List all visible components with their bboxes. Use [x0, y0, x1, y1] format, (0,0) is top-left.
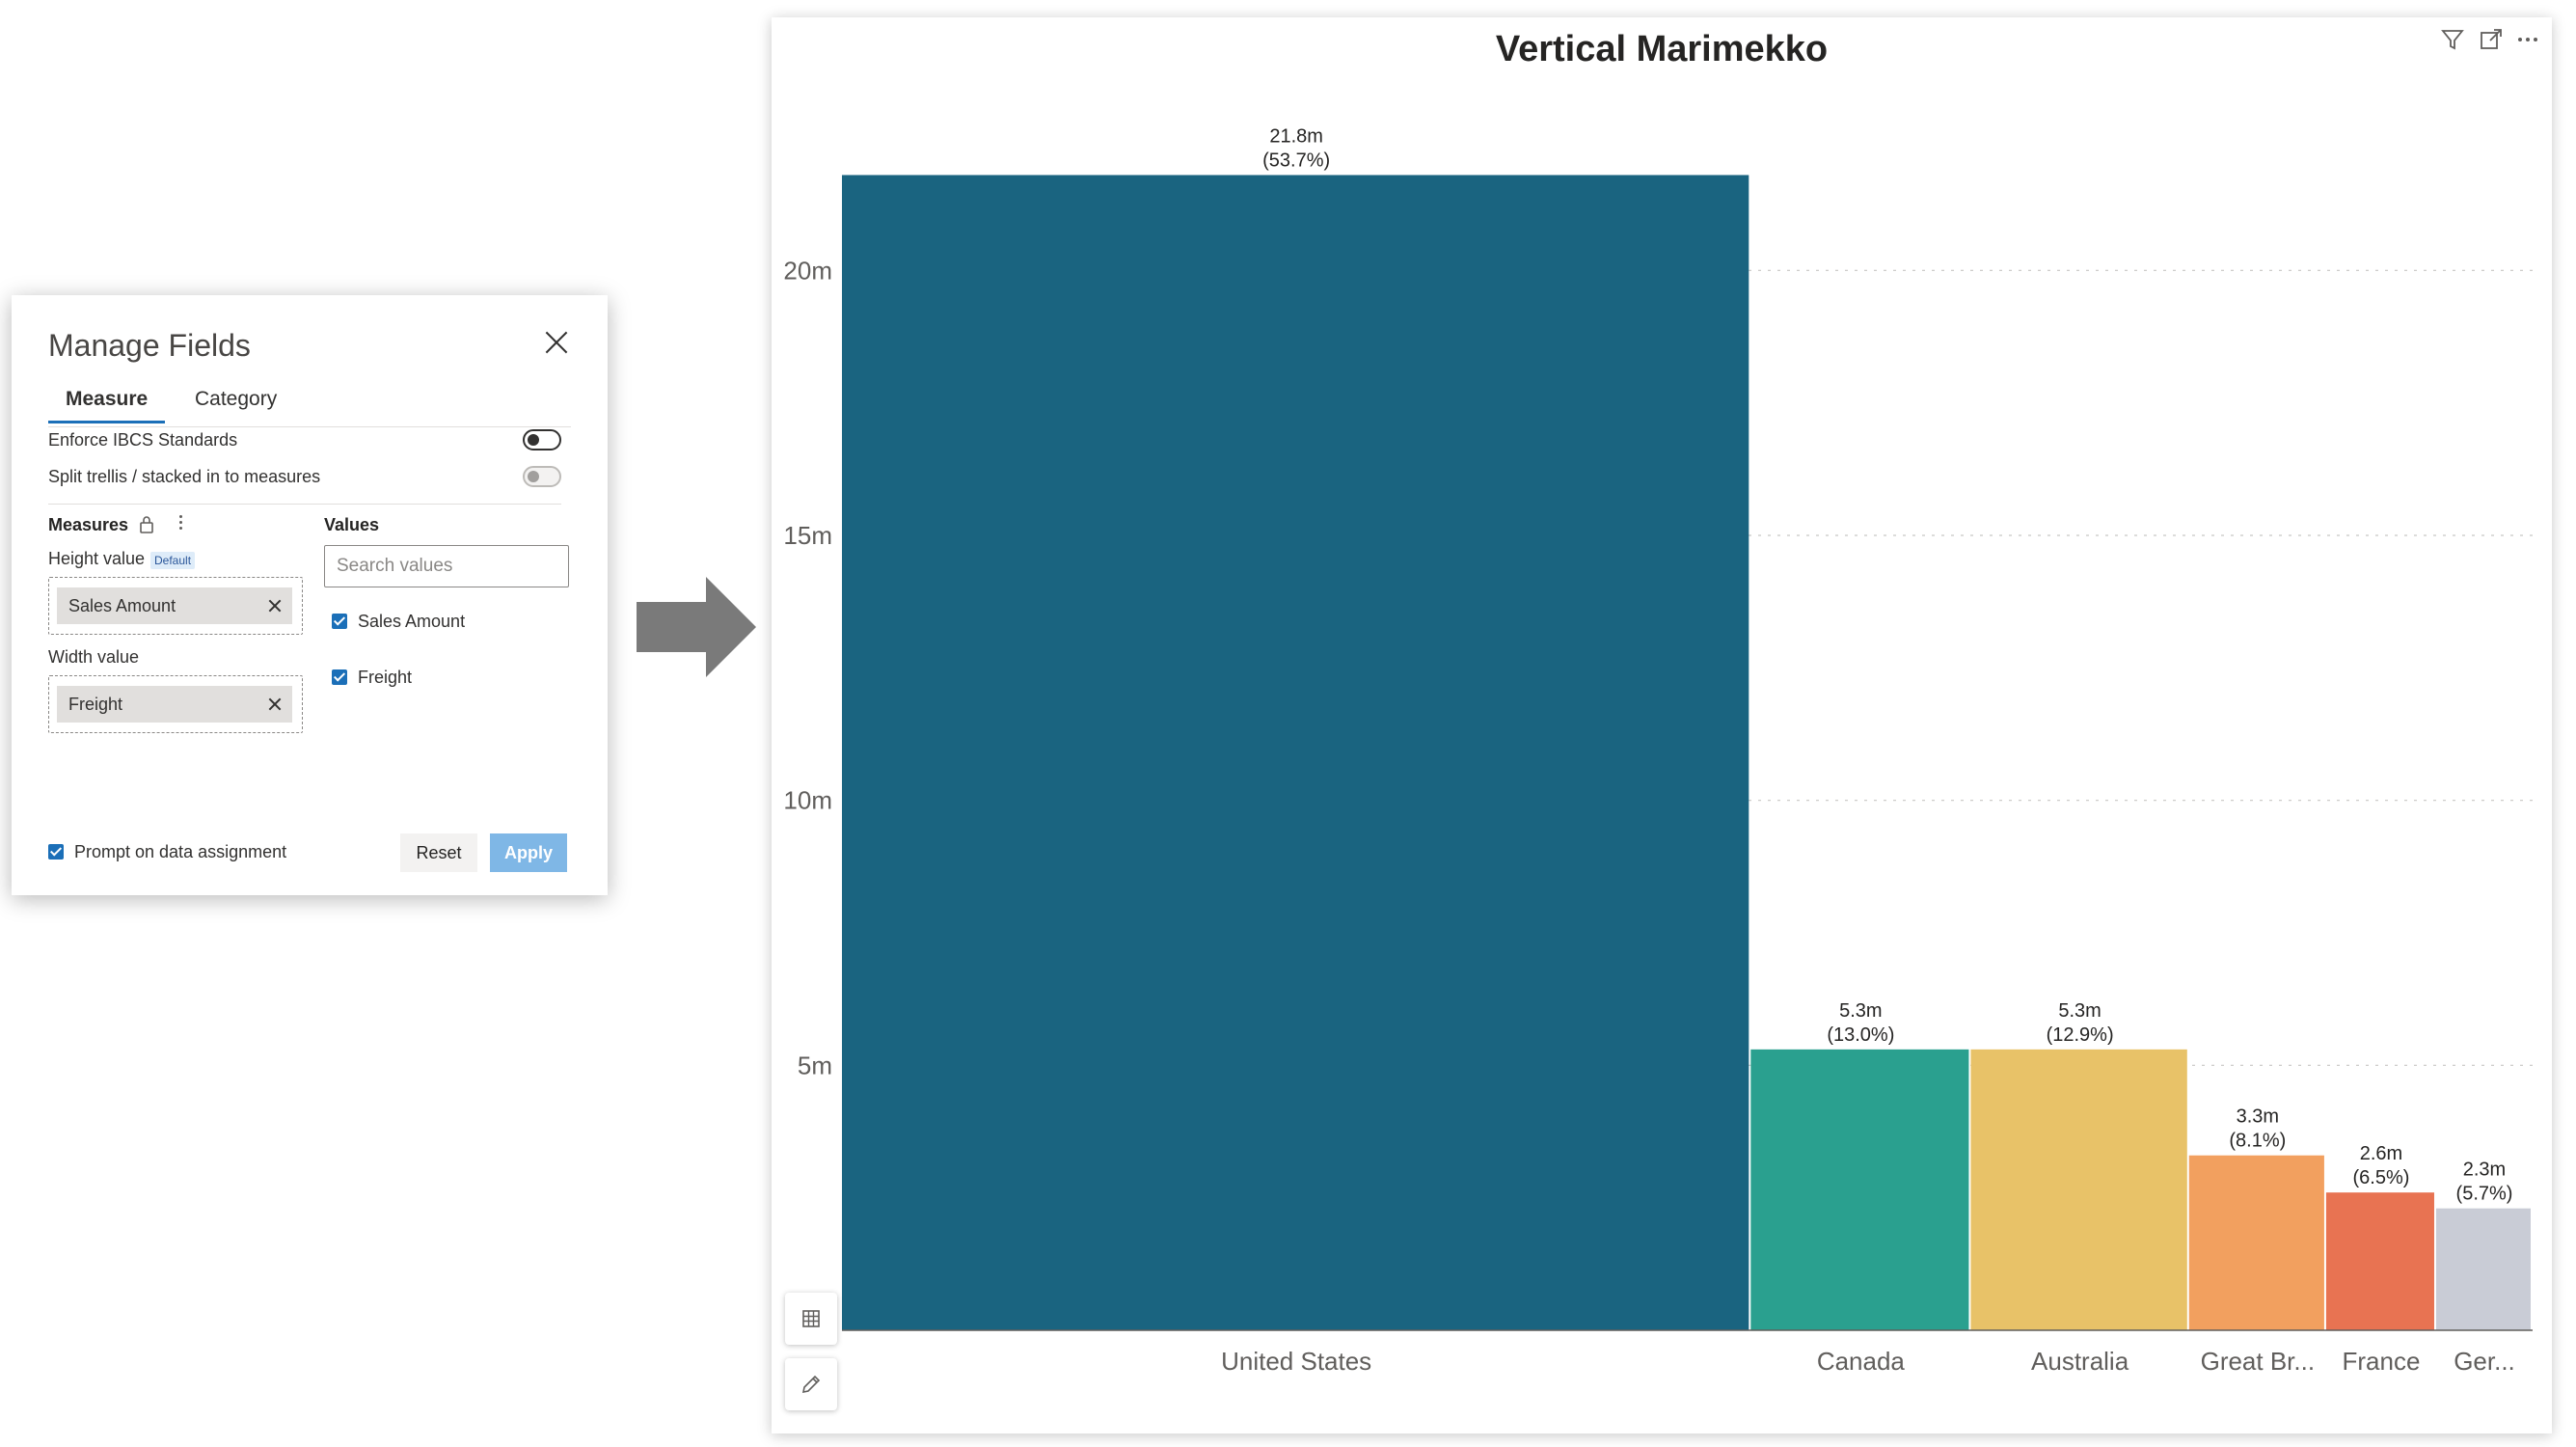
pill-label: Freight — [68, 695, 123, 714]
bar-great-br[interactable] — [2188, 1155, 2324, 1330]
filter-icon[interactable] — [2438, 25, 2467, 54]
more-vertical-icon[interactable] — [177, 513, 183, 532]
x-tick-label: United States — [1221, 1347, 1371, 1376]
percent-label: (12.9%) — [2047, 1024, 2114, 1046]
percent-label: (13.0%) — [1827, 1024, 1894, 1046]
value-label: 2.6m — [2360, 1143, 2402, 1164]
manage-fields-panel: Manage Fields Measure Category Enforce I… — [12, 295, 608, 895]
marimekko-chart: 5m 10m 15m 20m 21.8m (53.7%) United States 5.3m… — [783, 125, 2533, 1376]
freight-option-label[interactable]: Freight — [358, 668, 413, 687]
height-value-dropzone[interactable]: Sales Amount — [48, 577, 303, 635]
table-icon — [802, 1310, 820, 1327]
table-view-button[interactable] — [785, 1293, 837, 1345]
setting-label: Enforce IBCS Standards — [48, 430, 238, 450]
divider — [48, 504, 561, 505]
prompt-label[interactable]: Prompt on data assignment — [74, 842, 287, 861]
y-tick-label: 15m — [783, 521, 832, 550]
measures-title: Measures — [48, 515, 129, 534]
close-icon[interactable] — [542, 328, 571, 357]
y-tick-label: 20m — [783, 256, 832, 285]
x-tick-label: Great Br... — [2201, 1347, 2316, 1376]
values-title: Values — [324, 515, 380, 534]
apply-button[interactable]: Apply — [490, 833, 567, 872]
reset-button[interactable]: Reset — [400, 833, 477, 872]
chart-title: Vertical Marimekko — [1495, 29, 1829, 69]
freight-checkbox[interactable] — [332, 669, 347, 685]
value-label: 5.3m — [2058, 1000, 2101, 1022]
y-tick-label: 10m — [783, 786, 832, 815]
bar-canada[interactable] — [1750, 1049, 1969, 1330]
bar-australia[interactable] — [1970, 1049, 2187, 1330]
tab-bar: Measure Category — [48, 388, 571, 427]
percent-label: (8.1%) — [2229, 1131, 2286, 1152]
panel-title: Manage Fields — [48, 328, 251, 363]
x-tick-label: France — [2342, 1347, 2420, 1376]
value-label: 2.3m — [2463, 1160, 2506, 1181]
field-pill-sales-amount[interactable]: Sales Amount — [57, 587, 292, 624]
value-label: 5.3m — [1839, 1000, 1882, 1022]
toggle-knob — [528, 434, 539, 446]
remove-icon[interactable] — [267, 696, 283, 712]
pill-label: Sales Amount — [68, 596, 176, 615]
height-value-label: Height value — [48, 549, 146, 568]
prompt-checkbox[interactable] — [48, 844, 64, 860]
search-values-input[interactable] — [324, 545, 569, 587]
x-tick-label: Ger... — [2454, 1347, 2515, 1376]
tab-measure[interactable]: Measure — [48, 388, 166, 423]
tab-category[interactable]: Category — [195, 388, 278, 410]
ibcs-toggle[interactable] — [523, 429, 561, 450]
percent-label: (6.5%) — [2352, 1167, 2409, 1188]
x-tick-label: Australia — [2031, 1347, 2129, 1376]
remove-icon[interactable] — [267, 598, 283, 614]
focus-mode-icon[interactable] — [2477, 25, 2506, 54]
bar-ger[interactable] — [2435, 1208, 2531, 1330]
bar-france[interactable] — [2325, 1192, 2434, 1330]
sales-amount-checkbox[interactable] — [332, 614, 347, 629]
value-label: 21.8m — [1269, 125, 1323, 147]
arrow-right-icon — [637, 577, 756, 677]
field-pill-freight[interactable]: Freight — [57, 686, 292, 723]
more-options-icon[interactable] — [2513, 25, 2542, 54]
value-label: 3.3m — [2237, 1106, 2279, 1128]
x-tick-label: Canada — [1817, 1347, 1906, 1376]
toggle-knob — [528, 471, 539, 482]
y-tick-label: 5m — [798, 1051, 832, 1079]
setting-label: Split trellis / stacked in to measures — [48, 467, 321, 486]
lock-icon — [140, 516, 153, 533]
bar-united-states[interactable] — [842, 175, 1749, 1330]
sales-amount-option-label[interactable]: Sales Amount — [358, 612, 466, 631]
pencil-icon — [801, 1375, 821, 1394]
width-value-dropzone[interactable]: Freight — [48, 675, 303, 733]
default-badge: Default — [150, 552, 196, 569]
width-value-label: Width value — [48, 647, 140, 667]
edit-button[interactable] — [785, 1358, 837, 1410]
chart-visual[interactable]: 5m 10m 15m 20m 21.8m (53.7%) United States 5.3m… — [772, 17, 2552, 1433]
percent-label: (5.7%) — [2456, 1184, 2513, 1205]
split-trellis-toggle[interactable] — [523, 466, 561, 487]
percent-label: (53.7%) — [1262, 150, 1330, 171]
